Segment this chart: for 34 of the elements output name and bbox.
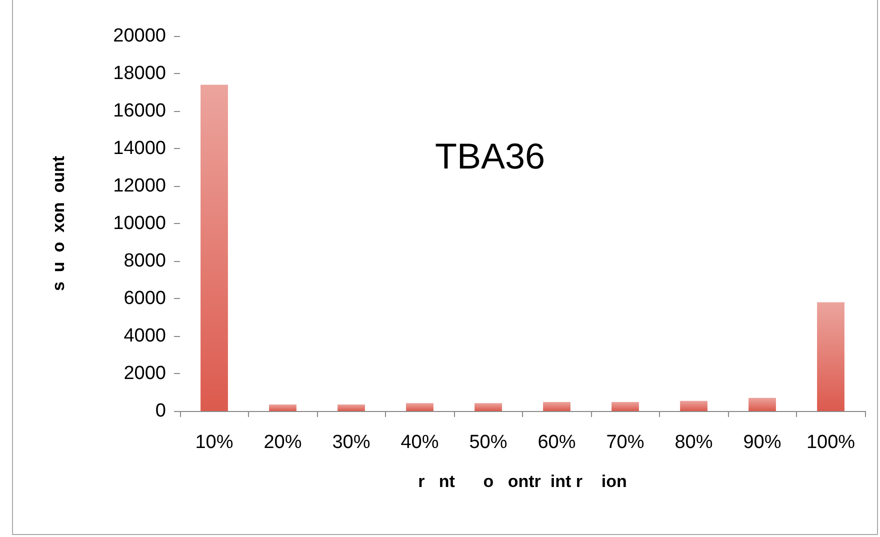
y-tick-label: 2000 — [124, 363, 166, 384]
bar — [748, 398, 776, 411]
x-axis-title: r nt o ontr int r ion — [418, 472, 627, 491]
x-tick-label: 100% — [806, 432, 856, 453]
y-tick-label: 0 — [155, 400, 166, 422]
y-tick-label: 8000 — [124, 250, 166, 272]
bar — [543, 402, 570, 411]
x-tick-label: 80% — [674, 432, 713, 453]
bar — [474, 403, 502, 411]
y-tick-label: 4000 — [124, 326, 166, 346]
y-tick-label: 16000 — [113, 100, 166, 122]
y-tick-label: 12000 — [113, 176, 166, 196]
y-tick-label: 6000 — [124, 288, 166, 309]
y-tick-label: 10000 — [113, 213, 166, 234]
bar — [269, 404, 296, 411]
y-tick-label: 14000 — [113, 138, 166, 159]
x-tick-label: 60% — [538, 432, 576, 453]
bar — [338, 404, 365, 411]
y-tick-label: 18000 — [113, 63, 166, 84]
x-tick-label: 20% — [264, 432, 302, 453]
y-axis-title: s u o xon ount — [49, 156, 68, 292]
x-tick-label: 40% — [400, 432, 439, 453]
bar — [612, 402, 639, 411]
bar — [406, 403, 434, 411]
bar — [817, 302, 844, 411]
x-tick-label: 50% — [469, 432, 508, 453]
x-tick-label: 10% — [195, 432, 234, 453]
bar — [200, 84, 228, 411]
annotation: TBA36 — [435, 136, 546, 176]
y-tick-label: 20000 — [113, 26, 166, 46]
x-tick-label: 70% — [606, 432, 644, 453]
x-tick-label: 90% — [743, 432, 782, 453]
bar — [680, 400, 708, 411]
x-tick-label: 30% — [332, 432, 370, 453]
